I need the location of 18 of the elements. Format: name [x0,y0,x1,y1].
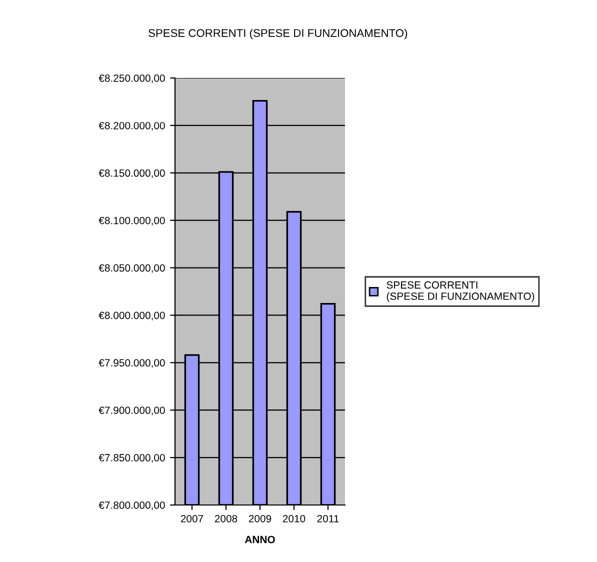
x-tick-label: 2010 [282,514,306,522]
y-tick-label: €7.800.000,00 [98,502,165,510]
y-tick-label: €7.900.000,00 [98,406,165,416]
y-tick-label: €8.200.000,00 [98,122,165,131]
y-tick-label: €8.050.000,00 [98,264,165,273]
y-tick-label: €8.150.000,00 [98,169,165,178]
x-axis-title: ANNO [244,536,275,544]
x-tick-label: 2009 [248,514,272,522]
x-tick-label: 2008 [214,514,238,522]
chart-title: SPESE CORRENTI (SPESE DI FUNZIONAMENTO) [148,28,408,40]
x-tick-label: 2011 [317,514,339,522]
x-tick-label: 2007 [180,514,204,522]
y-tick-label: €8.100.000,00 [98,216,165,226]
y-tick-label: €7.950.000,00 [98,359,165,368]
y-tick-label: €8.000.000,00 [98,312,165,320]
y-tick-label: €8.250.000,00 [98,74,165,84]
y-tick-label: €7.850.000,00 [98,454,165,463]
legend-label: SPESE CORRENTI (SPESE DI FUNZIONAMENTO) [386,281,534,302]
